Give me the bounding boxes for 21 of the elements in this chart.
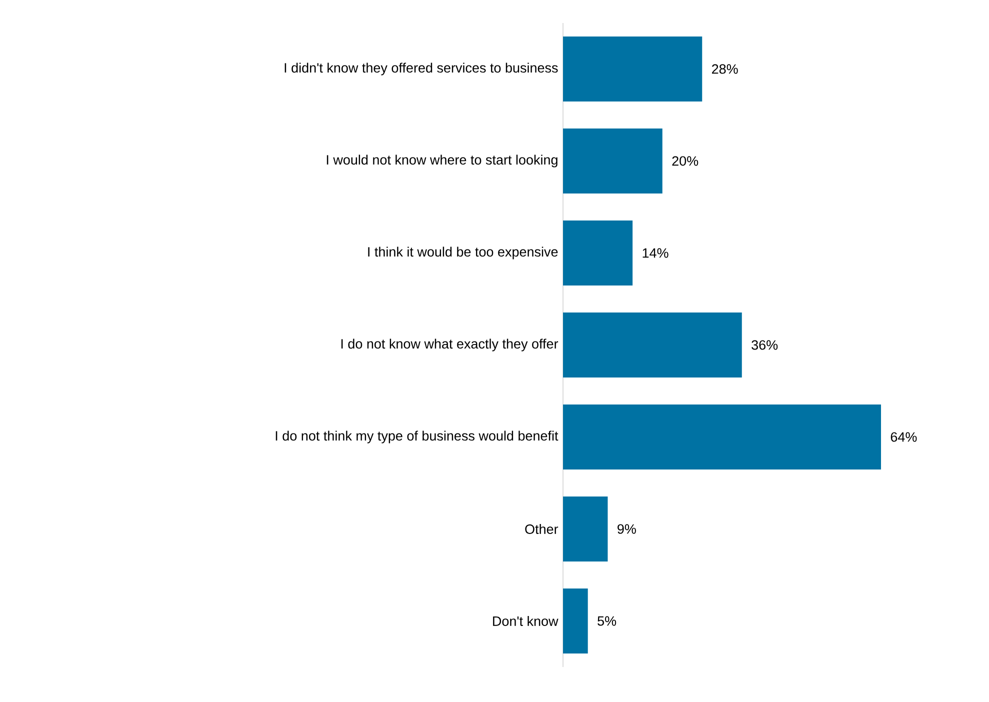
y-tick-label: I would not know where to start looking xyxy=(326,154,558,168)
bar xyxy=(563,220,633,286)
bar xyxy=(563,496,608,562)
data-label: 9% xyxy=(618,524,636,534)
bar xyxy=(563,588,588,654)
data-label: 28% xyxy=(712,64,738,74)
y-tick-label: I think it would be too expensive xyxy=(368,246,558,260)
y-tick-label: I do not think my type of business would benefit xyxy=(276,430,558,444)
bar xyxy=(563,128,662,194)
data-label: 36% xyxy=(752,340,778,350)
y-tick-label: Don't know xyxy=(493,616,558,626)
bar xyxy=(563,36,702,102)
bar xyxy=(563,404,882,470)
data-label: 14% xyxy=(642,248,668,258)
data-label: 20% xyxy=(672,156,698,166)
y-tick-label: Other xyxy=(525,524,558,534)
y-tick-label: I do not know what exactly they offer xyxy=(341,338,558,352)
data-label: 64% xyxy=(890,432,917,442)
data-label: 5% xyxy=(598,616,616,626)
y-tick-label: I didn't know they offered services to business xyxy=(284,62,558,76)
bar xyxy=(563,312,742,378)
